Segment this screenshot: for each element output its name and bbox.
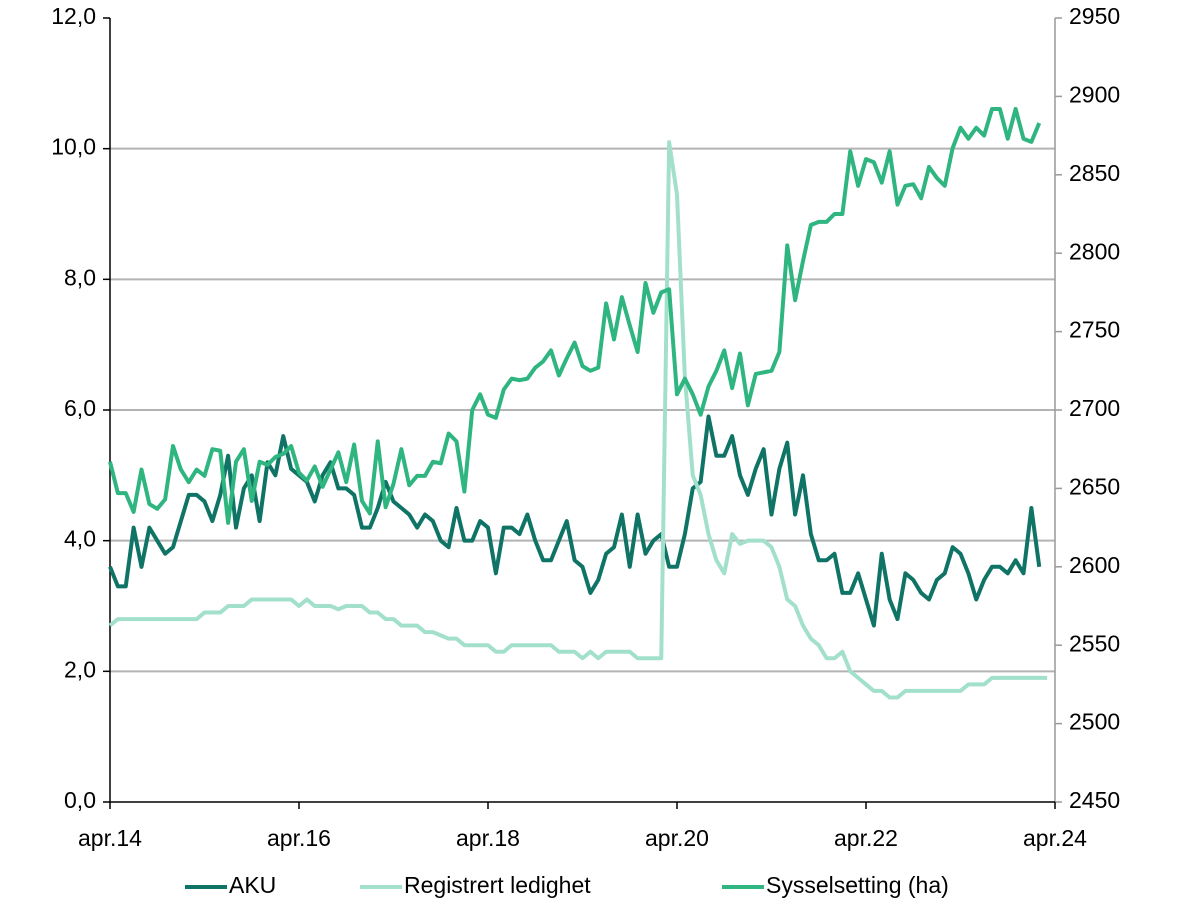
y2-tick-label: 2600 xyxy=(1069,552,1120,578)
y-tick-label: 0,0 xyxy=(64,787,96,813)
y-tick-label: 2,0 xyxy=(64,656,96,682)
y2-tick-label: 2800 xyxy=(1069,238,1120,264)
y2-tick-label: 2650 xyxy=(1069,473,1120,499)
y-tick-label: 10,0 xyxy=(51,134,96,160)
y-tick-label: 8,0 xyxy=(64,264,96,290)
y2-tick-label: 2850 xyxy=(1069,160,1120,186)
x-tick-label: apr.20 xyxy=(645,825,709,851)
y2-tick-label: 2500 xyxy=(1069,709,1120,735)
y2-tick-label: 2900 xyxy=(1069,81,1120,107)
x-tick-label: apr.24 xyxy=(1023,825,1087,851)
legend-label: AKU xyxy=(229,872,276,898)
y2-tick-label: 2750 xyxy=(1069,317,1120,343)
x-tick-label: apr.14 xyxy=(78,825,142,851)
y2-tick-label: 2700 xyxy=(1069,395,1120,421)
series-line xyxy=(108,140,1048,700)
legend-label: Registrert ledighet xyxy=(404,872,591,898)
legend-label: Sysselsetting (ha) xyxy=(766,872,949,898)
y-tick-label: 4,0 xyxy=(64,526,96,552)
x-tick-label: apr.22 xyxy=(834,825,898,851)
x-tick-label: apr.16 xyxy=(267,825,331,851)
series-line xyxy=(108,414,1042,628)
y2-tick-label: 2950 xyxy=(1069,3,1120,29)
y2-tick-label: 2550 xyxy=(1069,630,1120,656)
y-tick-label: 6,0 xyxy=(64,395,96,421)
y2-tick-label: 2450 xyxy=(1069,787,1120,813)
y-tick-label: 12,0 xyxy=(51,3,96,29)
series-line xyxy=(108,106,1042,525)
x-tick-label: apr.18 xyxy=(456,825,520,851)
